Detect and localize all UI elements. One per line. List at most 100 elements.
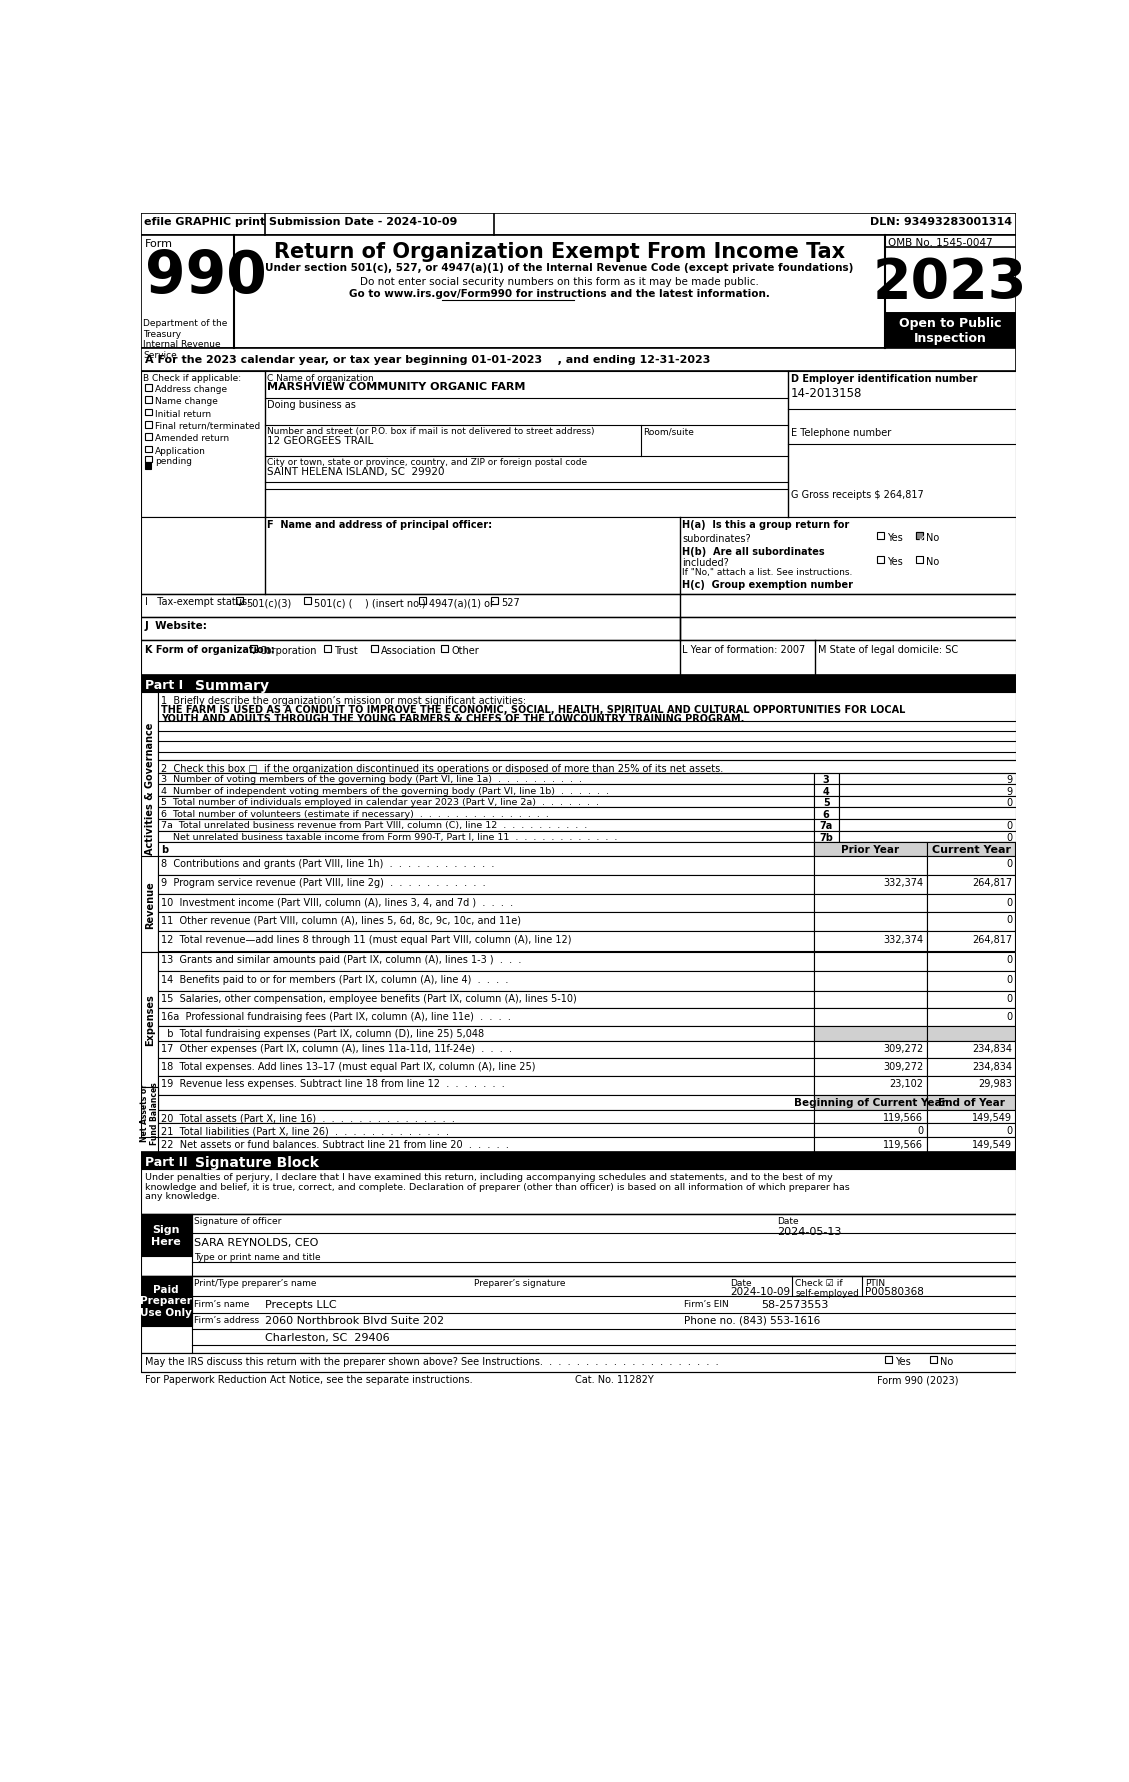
Bar [839, 820, 1016, 830]
Bar [927, 843, 1015, 857]
Bar [814, 1026, 927, 1041]
Bar [141, 519, 1016, 595]
Text: Under penalties of perjury, I declare that I have examined this return, includin: Under penalties of perjury, I declare th… [145, 1173, 833, 1181]
Bar [927, 1041, 1015, 1059]
Bar [145, 463, 151, 469]
Bar [158, 991, 814, 1009]
Bar [141, 1087, 158, 1137]
Bar [885, 314, 1016, 349]
Bar [158, 693, 1016, 761]
Bar [839, 807, 1016, 820]
Text: B Check if applicable:: B Check if applicable: [143, 374, 242, 383]
Text: included?: included? [682, 558, 729, 568]
Text: Initial return: Initial return [155, 410, 211, 419]
Text: 2024-05-13: 2024-05-13 [777, 1226, 841, 1237]
Text: DLN: 93493283001314: DLN: 93493283001314 [870, 217, 1013, 226]
Bar [158, 971, 814, 991]
Bar [158, 1123, 814, 1137]
Text: 149,549: 149,549 [972, 1112, 1013, 1123]
Text: Check ☑ if
self-employed: Check ☑ if self-employed [795, 1278, 859, 1297]
Text: 527: 527 [501, 597, 520, 608]
Text: 29,983: 29,983 [979, 1078, 1013, 1089]
Bar [158, 830, 814, 843]
Bar [927, 1026, 1015, 1041]
Bar [927, 1137, 1015, 1153]
Bar [814, 1110, 927, 1123]
Bar [885, 235, 1016, 349]
Text: 0: 0 [1006, 914, 1013, 925]
Text: Part I: Part I [145, 679, 183, 691]
Bar [141, 642, 1016, 675]
Bar [141, 857, 158, 953]
Text: Address change: Address change [155, 385, 227, 394]
Bar [814, 932, 927, 952]
Text: subordinates?: subordinates? [682, 533, 751, 544]
Text: SARA REYNOLDS, CEO: SARA REYNOLDS, CEO [194, 1237, 318, 1247]
Text: May the IRS discuss this return with the preparer shown above? See Instructions.: May the IRS discuss this return with the… [145, 1356, 719, 1365]
Text: 2023: 2023 [873, 257, 1027, 310]
Bar [158, 820, 814, 830]
Bar [419, 597, 426, 604]
Text: Application: Application [155, 446, 205, 454]
Text: 9  Program service revenue (Part VIII, line 2g)  .  .  .  .  .  .  .  .  .  .  .: 9 Program service revenue (Part VIII, li… [161, 879, 485, 887]
Bar [158, 875, 814, 895]
Bar [814, 784, 839, 797]
Text: Room/suite: Room/suite [644, 428, 694, 437]
Text: End of Year: End of Year [938, 1098, 1005, 1107]
Text: ✓: ✓ [251, 647, 260, 656]
Bar [158, 1094, 814, 1110]
Bar [930, 1356, 937, 1363]
Text: Corporation: Corporation [260, 645, 317, 656]
Text: 2060 Northbrook Blvd Suite 202: 2060 Northbrook Blvd Suite 202 [265, 1315, 444, 1326]
Text: YOUTH AND ADULTS THROUGH THE YOUNG FARMERS & CHEFS OF THE LOWCOUNTRY TRAINING PR: YOUTH AND ADULTS THROUGH THE YOUNG FARME… [161, 715, 745, 723]
Text: Firm’s name: Firm’s name [194, 1299, 250, 1308]
Text: Firm’s address: Firm’s address [194, 1315, 259, 1324]
Text: Signature Block: Signature Block [195, 1157, 320, 1169]
Bar [141, 1276, 1016, 1353]
Text: Expenses: Expenses [145, 994, 155, 1046]
Text: 264,817: 264,817 [972, 934, 1013, 944]
Text: 119,566: 119,566 [883, 1112, 924, 1123]
Text: Yes: Yes [887, 558, 903, 567]
Text: No: No [926, 558, 939, 567]
Bar [141, 618, 1016, 642]
Text: Doing business as: Doing business as [268, 401, 357, 410]
Bar [814, 773, 839, 784]
Text: M State of legal domicile: SC: M State of legal domicile: SC [819, 645, 959, 654]
Bar [141, 1214, 192, 1256]
Text: efile GRAPHIC print: efile GRAPHIC print [145, 217, 265, 226]
Text: 6: 6 [823, 809, 830, 820]
Text: 21  Total liabilities (Part X, line 26)  .  .  .  .  .  .  .  .  .  .  .  .  .: 21 Total liabilities (Part X, line 26) .… [161, 1126, 449, 1135]
Text: K Form of organization:: K Form of organization: [145, 645, 274, 654]
Text: Return of Organization Exempt From Income Tax: Return of Organization Exempt From Incom… [274, 242, 846, 262]
Text: F  Name and address of principal officer:: F Name and address of principal officer: [268, 520, 492, 529]
Bar [141, 349, 1016, 372]
Text: A For the 2023 calendar year, or tax year beginning 01-01-2023    , and ending 1: A For the 2023 calendar year, or tax yea… [145, 355, 710, 365]
Text: 5: 5 [823, 798, 830, 807]
Text: Date: Date [777, 1217, 798, 1226]
Bar [158, 857, 814, 875]
Bar [141, 595, 1016, 618]
Text: 0: 0 [1006, 896, 1013, 907]
Text: Sign
Here: Sign Here [151, 1224, 181, 1246]
Text: 234,834: 234,834 [972, 1060, 1013, 1071]
Text: Revenue: Revenue [145, 880, 155, 928]
Text: E Telephone number: E Telephone number [790, 428, 891, 438]
Text: Signature of officer: Signature of officer [194, 1217, 281, 1226]
Bar [814, 1009, 927, 1026]
Bar [158, 953, 814, 971]
Text: 9: 9 [1006, 786, 1013, 797]
Text: J  Website:: J Website: [145, 620, 208, 631]
Text: 4: 4 [823, 786, 830, 797]
Text: Summary: Summary [195, 679, 270, 693]
Bar [814, 1076, 927, 1094]
Text: Open to Public
Inspection: Open to Public Inspection [899, 317, 1001, 344]
Text: THE FARM IS USED AS A CONDUIT TO IMPROVE THE ECONOMIC, SOCIAL, HEALTH, SPIRITUAL: THE FARM IS USED AS A CONDUIT TO IMPROVE… [161, 706, 905, 715]
Bar [839, 797, 1016, 807]
Text: Charleston, SC  29406: Charleston, SC 29406 [265, 1331, 390, 1342]
Text: Do not enter social security numbers on this form as it may be made public.: Do not enter social security numbers on … [360, 276, 759, 287]
Text: For Paperwork Reduction Act Notice, see the separate instructions.: For Paperwork Reduction Act Notice, see … [145, 1374, 473, 1385]
Bar [141, 235, 1016, 349]
Bar [927, 953, 1015, 971]
Text: 14  Benefits paid to or for members (Part IX, column (A), line 4)  .  .  .  .: 14 Benefits paid to or for members (Part… [161, 975, 509, 984]
